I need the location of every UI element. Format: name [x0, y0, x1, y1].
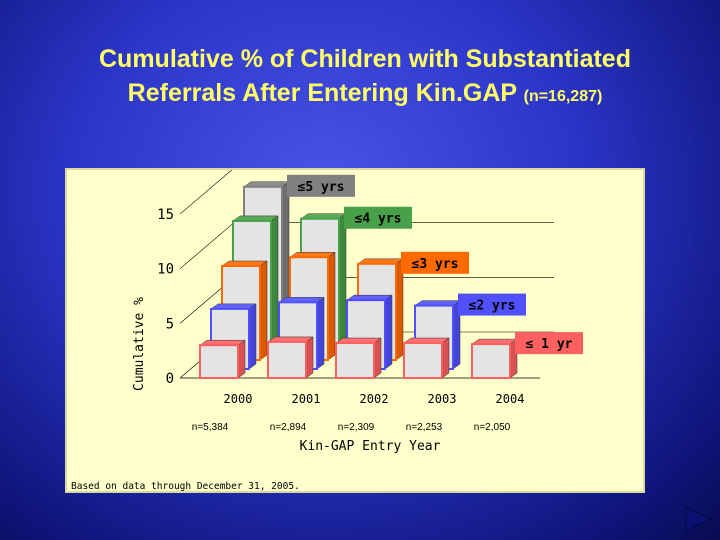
x-tick-label: 2004 [496, 392, 525, 406]
series-label: ≤3 yrs [412, 257, 459, 272]
x-tick-label: 2001 [292, 392, 321, 406]
labels-layer: ≤5 yrs ≤4 yrs ≤3 yrs ≤2 yrs ≤ 1 yr 2000 n=5,38… [192, 174, 583, 433]
bar-side [441, 337, 450, 379]
bars-layer [199, 181, 518, 380]
series-label: ≤4 yrs [355, 212, 402, 227]
series-label-box [458, 293, 526, 316]
bar-side [248, 303, 257, 370]
title-line-2: Referrals After Entering Kin.GAP [127, 79, 524, 107]
sample-size-label: n=5,384 [192, 422, 229, 433]
bar [267, 340, 307, 379]
series-label: ≤2 yrs [469, 299, 516, 314]
y-tick-label: 15 [157, 207, 174, 223]
title-line-1: Cumulative % of Children with Substantia… [99, 45, 631, 73]
bar-side [316, 296, 325, 370]
bar-side [384, 294, 393, 370]
x-tick-label: 2002 [360, 392, 389, 406]
slide-title: Cumulative % of Children with Substantia… [20, 42, 710, 114]
bar-side [270, 215, 279, 352]
gridline-diagonal [179, 222, 235, 269]
series-label: ≤5 yrs [298, 180, 345, 195]
chart-panel: 0 5 10 15 ≤5 yrs ≤4 yrs ≤3 yrs ≤2 yrs ≤ 1 yr 200… [65, 168, 645, 493]
sample-size-label: n=2,894 [270, 422, 307, 433]
bar-side [305, 336, 314, 379]
y-tick-label: 10 [157, 262, 174, 278]
series-label-box [401, 251, 469, 274]
y-tick-label: 5 [166, 316, 174, 332]
bar-side [395, 258, 404, 361]
x-axis-title: Kin-GAP Entry Year [300, 439, 441, 454]
sample-size-label: n=2,309 [338, 422, 375, 433]
bar [199, 344, 239, 380]
series-label-box [287, 174, 355, 197]
bar [335, 342, 375, 380]
sample-size-label: n=2,253 [406, 422, 443, 433]
series-label-box [344, 206, 412, 229]
bar [471, 343, 511, 380]
gridline-diagonal [179, 170, 233, 215]
series-label-box [515, 332, 583, 355]
footnote: Based on data through December 31, 2005. [71, 481, 300, 491]
bar-side [327, 251, 336, 361]
next-slide-button[interactable] [684, 506, 712, 532]
series-label: ≤ 1 yr [526, 337, 573, 352]
next-arrow-icon [685, 506, 712, 532]
bar [403, 342, 443, 380]
x-tick-label: 2000 [224, 392, 253, 406]
y-axis-title: Cumulative % [132, 297, 147, 391]
chart-svg: 0 5 10 15 ≤5 yrs ≤4 yrs ≤3 yrs ≤2 yrs ≤ 1 yr 200… [71, 170, 583, 491]
bar-side [237, 339, 246, 379]
bar-side [338, 213, 347, 352]
x-tick-label: 2003 [428, 392, 457, 406]
bar-side [259, 260, 268, 361]
bar-side [373, 337, 382, 379]
sample-size-label: n=2,050 [474, 422, 511, 433]
title-sample-size: (n=16,287) [523, 88, 603, 105]
y-tick-label: 0 [166, 371, 174, 387]
